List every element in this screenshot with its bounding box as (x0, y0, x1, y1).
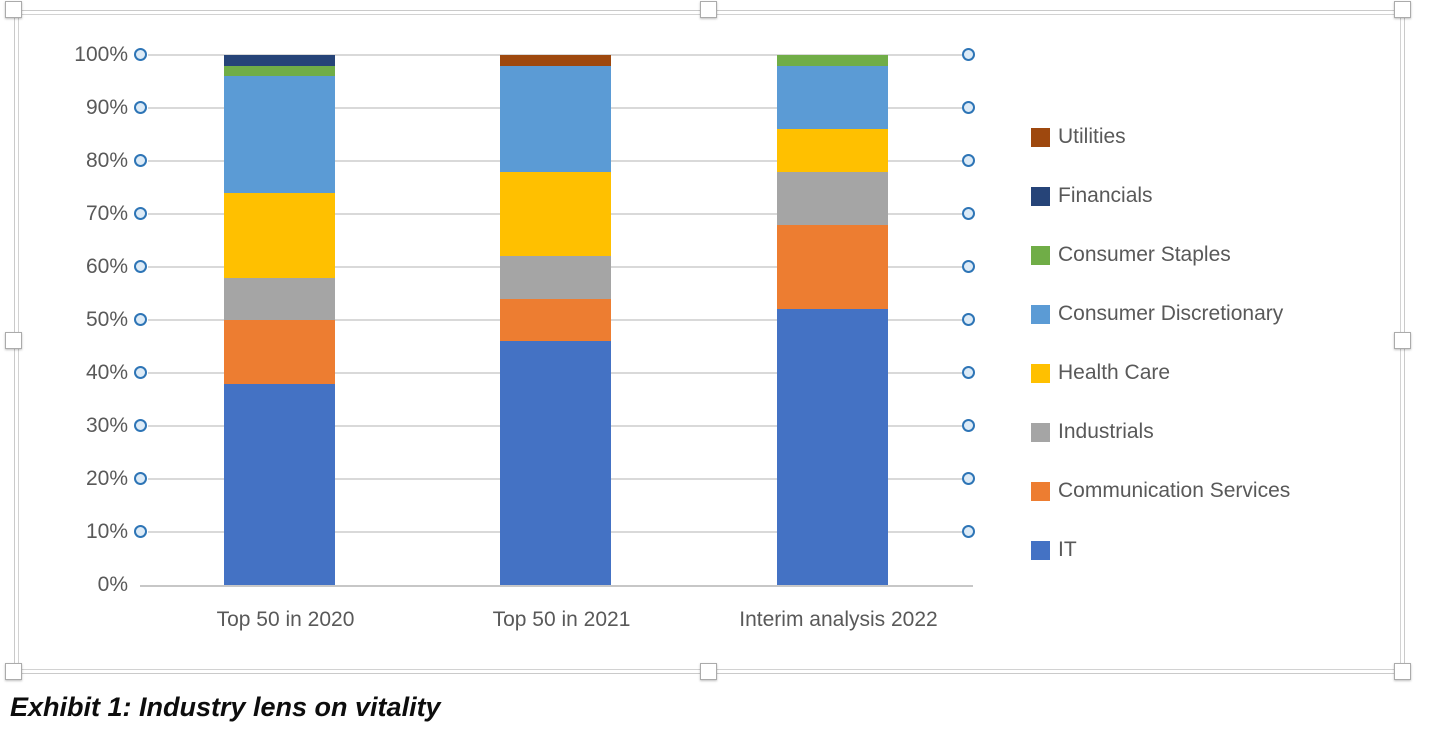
handle-middle-left[interactable] (5, 332, 22, 349)
x-axis-category-label[interactable]: Interim analysis 2022 (739, 608, 938, 631)
x-axis-category-label[interactable]: Top 50 in 2021 (492, 608, 631, 631)
y-axis-tick-label[interactable]: 0% (97, 573, 128, 596)
legend-swatch (1031, 186, 1050, 206)
legend-swatch (1031, 127, 1050, 147)
gridline-handle-right (962, 525, 975, 538)
gridline-handle-right (962, 472, 975, 485)
legend-item-consumer-discretionary[interactable]: Consumer Discretionary (1031, 302, 1283, 326)
y-axis-tick-label[interactable]: 60% (85, 255, 128, 278)
legend-label: Health Care (1058, 361, 1171, 384)
bar-segment-utilities[interactable] (500, 55, 611, 66)
legend-item-utilities[interactable]: Utilities (1031, 125, 1126, 149)
gridline-handle-left (134, 260, 147, 273)
gridline-handle-right (962, 48, 975, 61)
stacked-bar (777, 55, 888, 585)
gridline-handle-right (962, 313, 975, 326)
y-axis-tick-label[interactable]: 40% (85, 361, 128, 384)
gridline-handle-left (134, 101, 147, 114)
major-gridline (148, 54, 962, 56)
legend-item-health-care[interactable]: Health Care (1031, 361, 1170, 385)
legend-label: IT (1058, 538, 1077, 561)
bar-segment-industrials[interactable] (224, 277, 335, 320)
bar-segment-health-care[interactable] (500, 171, 611, 257)
gridline-handle-right (962, 154, 975, 167)
handle-top-left[interactable] (5, 1, 22, 18)
gridline-handle-left (134, 207, 147, 220)
y-axis-tick-label[interactable]: 70% (85, 202, 128, 225)
legend-label: Industrials (1058, 420, 1154, 443)
y-axis-tick-label[interactable]: 30% (85, 414, 128, 437)
legend-label: Utilities (1058, 125, 1126, 148)
gridline-handle-right (962, 366, 975, 379)
y-axis-tick-label[interactable]: 50% (85, 308, 128, 331)
gridline-handle-left (134, 525, 147, 538)
gridline-handle-left (134, 472, 147, 485)
gridline-handle-left (134, 154, 147, 167)
legend-label: Consumer Staples (1058, 243, 1231, 266)
handle-bottom-left[interactable] (5, 663, 22, 680)
legend-swatch (1031, 304, 1050, 324)
gridline-handle-left (134, 419, 147, 432)
legend-item-communication-services[interactable]: Communication Services (1031, 479, 1290, 503)
bar-segment-consumer-discretionary[interactable] (777, 65, 888, 130)
bar-segment-industrials[interactable] (500, 256, 611, 299)
legend-swatch (1031, 540, 1050, 560)
bar-segment-it[interactable] (777, 309, 888, 585)
y-axis-tick-label[interactable]: 100% (74, 43, 128, 66)
handle-bottom-right[interactable] (1394, 663, 1411, 680)
bar-segment-consumer-staples[interactable] (777, 55, 888, 66)
gridline-handle-left (134, 313, 147, 326)
gridline-handle-right (962, 207, 975, 220)
legend-swatch (1031, 481, 1050, 501)
handle-top-center[interactable] (699, 1, 717, 18)
legend-item-financials[interactable]: Financials (1031, 184, 1153, 208)
handle-middle-right[interactable] (1394, 332, 1411, 349)
bar-segment-it[interactable] (224, 383, 335, 585)
stacked-bar (500, 55, 611, 585)
y-axis-tick-label[interactable]: 10% (85, 520, 128, 543)
stacked-bar (224, 55, 335, 585)
gridline-handle-left (134, 366, 147, 379)
bar-segment-industrials[interactable] (777, 171, 888, 225)
bar-segment-health-care[interactable] (777, 129, 888, 172)
legend-item-it[interactable]: IT (1031, 538, 1077, 562)
bar-segment-communication-services[interactable] (777, 224, 888, 310)
gridline-handle-right (962, 101, 975, 114)
gridline-handle-right (962, 419, 975, 432)
gridline-handle-right (962, 260, 975, 273)
legend-swatch (1031, 422, 1050, 442)
handle-top-right[interactable] (1394, 1, 1411, 18)
x-axis-category-label[interactable]: Top 50 in 2020 (216, 608, 355, 631)
y-axis-tick-label[interactable]: 80% (85, 149, 128, 172)
bar-segment-consumer-staples[interactable] (224, 65, 335, 77)
gridline-handle-left (134, 48, 147, 61)
y-axis-tick-label[interactable]: 90% (85, 96, 128, 119)
bar-segment-communication-services[interactable] (224, 320, 335, 384)
legend-swatch (1031, 363, 1050, 383)
handle-bottom-center[interactable] (699, 663, 717, 680)
bar-segment-it[interactable] (500, 341, 611, 585)
bar-segment-consumer-discretionary[interactable] (224, 76, 335, 193)
legend-label: Consumer Discretionary (1058, 302, 1284, 325)
x-axis-line (140, 585, 973, 587)
bar-segment-financials[interactable] (224, 55, 335, 66)
legend-label: Financials (1058, 184, 1153, 207)
bar-segment-communication-services[interactable] (500, 298, 611, 342)
legend-item-consumer-staples[interactable]: Consumer Staples (1031, 243, 1231, 267)
bar-segment-health-care[interactable] (224, 192, 335, 278)
legend-item-industrials[interactable]: Industrials (1031, 420, 1154, 444)
legend-swatch (1031, 245, 1050, 265)
exhibit-caption: Exhibit 1: Industry lens on vitality (10, 692, 441, 722)
y-axis-tick-label[interactable]: 20% (85, 467, 128, 490)
bar-segment-consumer-discretionary[interactable] (500, 65, 611, 172)
legend-label: Communication Services (1058, 479, 1291, 502)
